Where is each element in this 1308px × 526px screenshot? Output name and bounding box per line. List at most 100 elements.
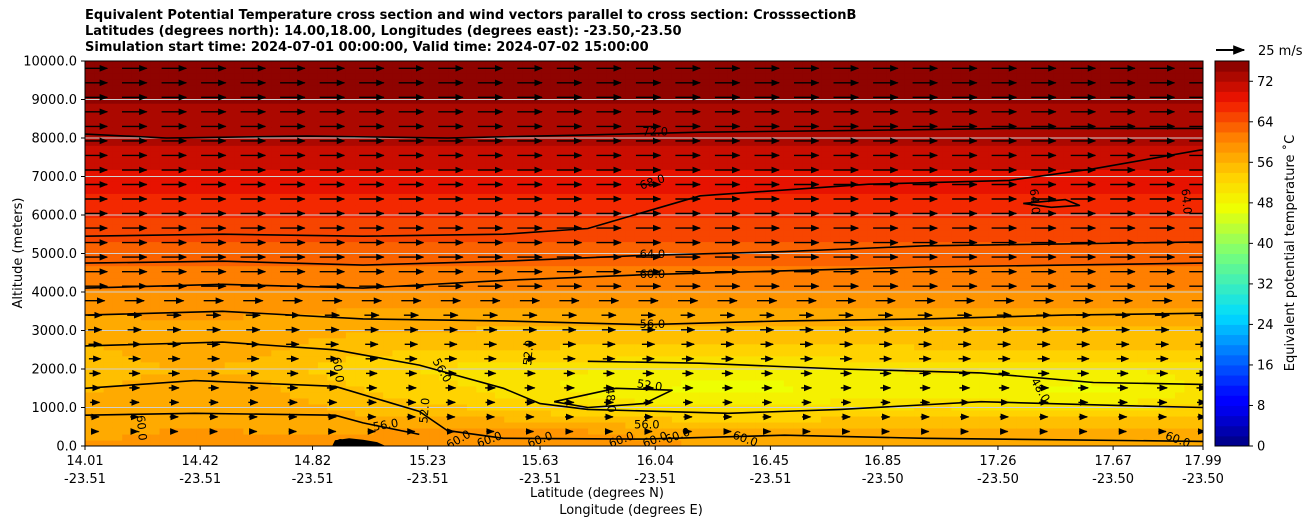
field-cell <box>252 91 263 98</box>
field-cell <box>476 361 487 369</box>
field-cell <box>411 277 421 285</box>
field-cell <box>793 175 803 182</box>
field-cell <box>513 373 524 381</box>
field-cell <box>252 277 263 285</box>
field-cell <box>234 397 244 405</box>
field-cell <box>392 157 403 164</box>
field-cell <box>159 151 170 158</box>
field-cell <box>401 343 412 351</box>
field-cell <box>299 277 310 285</box>
field-cell <box>578 157 589 164</box>
field-cell <box>289 409 300 417</box>
field-cell <box>150 439 161 446</box>
field-cell <box>709 109 720 116</box>
field-cell <box>737 253 748 261</box>
field-cell <box>150 217 161 225</box>
field-cell <box>383 373 394 381</box>
field-cell <box>793 391 803 399</box>
field-cell <box>262 349 272 357</box>
field-cell <box>727 133 738 140</box>
field-cell <box>122 313 133 321</box>
field-cell <box>644 217 654 225</box>
field-cell <box>178 277 189 285</box>
field-cell <box>345 175 356 182</box>
field-cell <box>550 439 561 446</box>
field-cell <box>85 169 95 176</box>
field-cell <box>308 325 319 333</box>
field-cell <box>224 175 235 182</box>
field-cell <box>662 313 673 321</box>
field-cell <box>513 259 524 267</box>
field-cell <box>466 121 477 128</box>
field-cell <box>634 97 645 104</box>
field-cell <box>364 361 375 369</box>
field-cell <box>411 217 421 225</box>
field-cell <box>262 157 272 164</box>
field-cell <box>625 397 636 405</box>
field-cell <box>504 241 515 249</box>
field-cell <box>699 325 710 333</box>
field-cell <box>383 205 394 212</box>
field-cell <box>746 181 757 188</box>
field-cell <box>262 253 272 261</box>
field-cell <box>131 97 142 104</box>
field-cell <box>299 313 310 321</box>
field-cell <box>224 385 235 393</box>
field-cell <box>150 121 161 128</box>
field-cell <box>196 433 207 441</box>
field-cell <box>94 319 105 327</box>
field-cell <box>383 163 394 170</box>
field-cell <box>112 361 123 369</box>
field-cell <box>737 97 748 104</box>
field-cell <box>411 439 421 446</box>
field-cell <box>662 307 673 315</box>
field-cell <box>625 349 636 357</box>
field-cell <box>234 235 244 243</box>
field-cell <box>476 331 487 339</box>
field-cell <box>541 415 552 423</box>
field-cell <box>373 187 384 194</box>
field-cell <box>364 73 375 80</box>
field-cell <box>252 241 263 249</box>
field-cell <box>429 139 440 146</box>
field-cell <box>513 271 524 279</box>
field-cell <box>85 127 95 134</box>
field-cell <box>476 427 487 435</box>
field-cell <box>411 247 421 255</box>
field-cell <box>122 271 133 279</box>
field-cell <box>429 205 440 212</box>
field-cell <box>644 61 654 68</box>
field-cell <box>504 433 515 441</box>
field-cell <box>541 115 552 122</box>
field-cell <box>504 163 515 170</box>
field-cell <box>196 85 207 92</box>
field-cell <box>401 247 412 255</box>
field-cell <box>466 91 477 98</box>
field-cell <box>327 433 338 441</box>
field-cell <box>224 193 235 200</box>
field-cell <box>681 127 692 134</box>
field-cell <box>513 169 524 176</box>
field-cell <box>634 193 645 200</box>
field-cell <box>709 367 720 375</box>
field-cell <box>429 235 440 243</box>
field-cell <box>392 133 403 140</box>
field-cell <box>206 217 217 225</box>
field-cell <box>355 73 366 80</box>
field-cell <box>140 319 151 327</box>
field-cell <box>681 277 692 285</box>
field-cell <box>783 163 794 170</box>
field-cell <box>727 127 738 134</box>
field-cell <box>513 73 524 80</box>
field-cell <box>485 337 496 345</box>
field-cell <box>308 217 319 225</box>
field-cell <box>159 313 170 321</box>
field-cell <box>690 229 701 237</box>
field-cell <box>653 373 664 381</box>
field-cell <box>793 277 803 285</box>
field-cell <box>112 85 123 92</box>
field-cell <box>150 193 161 200</box>
field-cell <box>206 205 217 212</box>
field-cell <box>588 103 599 110</box>
field-cell <box>243 301 254 309</box>
